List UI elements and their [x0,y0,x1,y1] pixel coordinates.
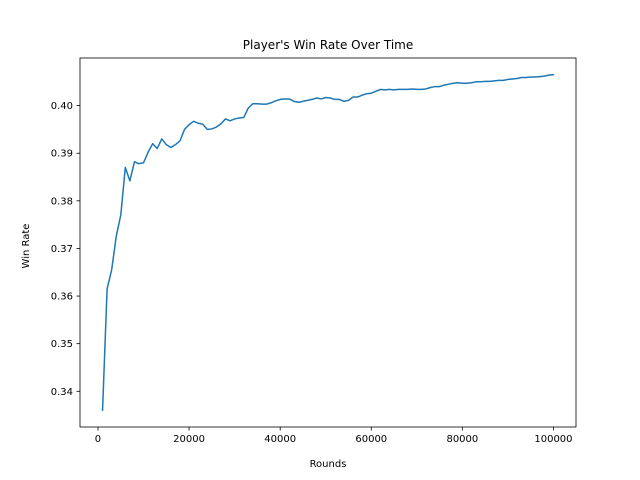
y-tick-label: 0.37 [51,244,73,255]
x-tick-label: 20000 [173,434,205,445]
y-tick-label: 0.38 [51,196,73,207]
y-tick-label: 0.35 [51,339,73,350]
x-tick-label: 100000 [534,434,572,445]
plot-frame [79,57,577,428]
y-tick-label: 0.34 [51,387,73,398]
x-tick-label: 60000 [355,434,387,445]
y-tick-label: 0.36 [51,292,73,303]
plot-area [101,73,555,412]
x-axis-label: Rounds [310,459,347,470]
y-tick-label: 0.39 [51,149,73,160]
y-axis-label: Win Rate [21,224,32,269]
chart-title: Player's Win Rate Over Time [243,38,413,52]
y-axis: 0.34 0.35 0.36 0.37 0.38 0.39 0.40 [51,101,80,398]
x-tick-label: 0 [95,434,101,445]
win-rate-line [101,73,555,412]
x-axis: 0 20000 40000 60000 80000 100000 [95,427,573,445]
y-tick-label: 0.40 [51,101,73,112]
x-tick-label: 40000 [264,434,296,445]
x-tick-label: 80000 [446,434,478,445]
